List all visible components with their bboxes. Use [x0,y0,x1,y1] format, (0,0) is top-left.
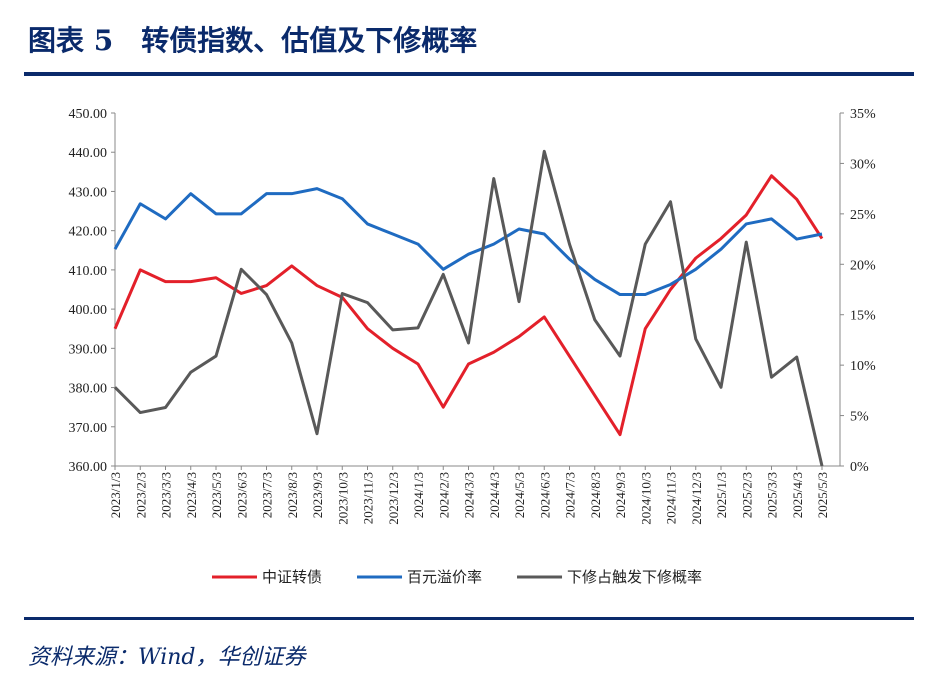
x-tick-label: 2024/10/3 [638,472,653,525]
x-tick-label: 2024/9/3 [613,472,628,518]
x-tick-label: 2025/1/3 [714,472,729,518]
y-tick-label: 400.00 [69,303,108,318]
y-tick-label: 360.00 [69,460,108,475]
y2-tick-label: 5% [850,410,869,425]
x-tick-label: 2023/3/3 [159,472,174,518]
title-rule [24,72,914,76]
x-tick-label: 2024/7/3 [563,472,578,518]
x-tick-label: 2025/2/3 [739,472,754,518]
y-tick-label: 420.00 [69,225,108,240]
chart-title: 图表 5 转债指数、估值及下修概率 [28,24,477,57]
y-tick-label: 450.00 [69,107,108,122]
y2-tick-label: 20% [850,258,876,273]
x-tick-label: 2023/4/3 [184,472,199,518]
x-tick-label: 2023/5/3 [209,472,224,518]
y2-tick-label: 10% [850,359,876,374]
y-tick-label: 370.00 [69,421,108,436]
x-tick-label: 2023/12/3 [386,472,401,525]
y2-tick-label: 35% [850,107,876,122]
y-tick-label: 390.00 [69,342,108,357]
x-tick-label: 2023/8/3 [285,472,300,518]
x-tick-label: 2024/2/3 [436,472,451,518]
x-tick-label: 2024/8/3 [588,472,603,518]
y2-tick-label: 0% [850,460,869,475]
x-tick-label: 2023/1/3 [108,472,123,518]
x-tick-label: 2024/3/3 [462,472,477,518]
x-tick-label: 2024/6/3 [537,472,552,518]
legend-label: 中证转债 [262,568,322,586]
x-tick-label: 2025/3/3 [765,472,780,518]
source: 资料来源：Wind，华创证券 [28,645,308,670]
x-tick-label: 2024/5/3 [512,472,527,518]
x-tick-label: 2025/5/3 [815,472,830,518]
x-tick-label: 2024/1/3 [411,472,426,518]
y2-tick-label: 30% [850,157,876,172]
source-rule [24,617,914,620]
y-tick-label: 440.00 [69,146,108,161]
x-tick-label: 2023/10/3 [335,472,350,525]
x-tick-label: 2023/6/3 [234,472,249,518]
series-line [113,174,824,437]
y-tick-label: 380.00 [69,382,108,397]
legend-label: 百元溢价率 [407,568,482,586]
x-tick-label: 2023/7/3 [260,472,275,518]
x-tick-label: 2024/12/3 [689,472,704,525]
x-tick-label: 2025/4/3 [790,472,805,518]
x-tick-label: 2023/2/3 [133,472,148,518]
series-line [113,149,824,467]
x-tick-label: 2024/4/3 [487,472,502,518]
x-tick-label: 2024/11/3 [664,472,679,524]
legend-label: 下修占触发下修概率 [567,568,702,586]
series-line [113,187,823,297]
y-tick-label: 410.00 [69,264,108,279]
x-tick-label: 2023/11/3 [361,472,376,524]
y2-tick-label: 25% [850,208,876,223]
x-tick-label: 2023/9/3 [310,472,325,518]
y-tick-label: 430.00 [69,185,108,200]
y2-tick-label: 15% [850,309,876,324]
